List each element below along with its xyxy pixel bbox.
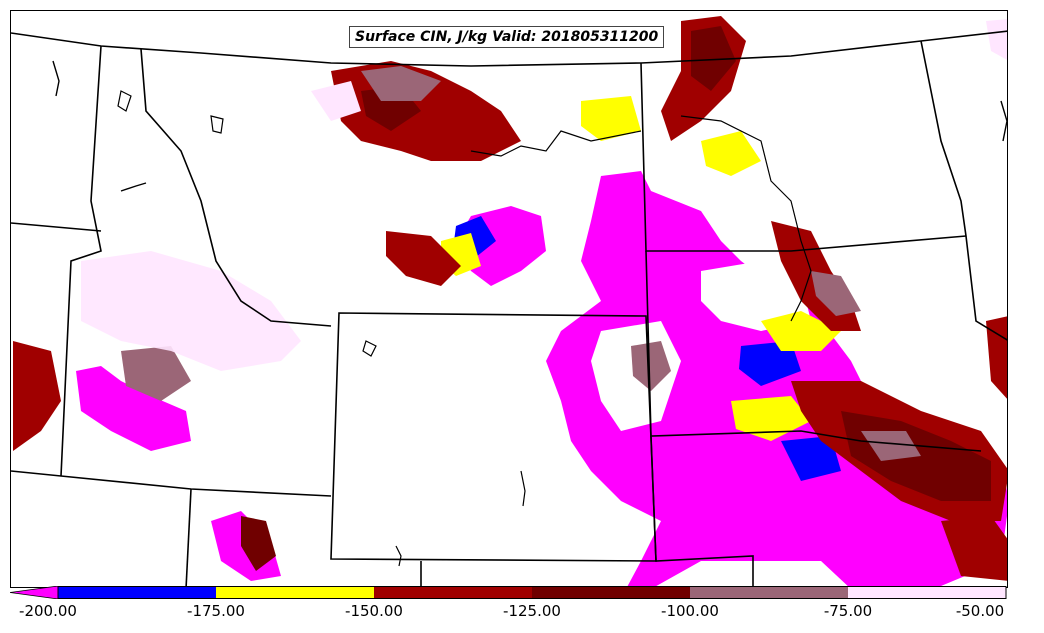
map-title: Surface CIN, J/kg Valid: 201805311200 — [349, 26, 665, 48]
colorbar-tick-label: -75.00 — [823, 602, 873, 620]
sd-ne — [645, 250, 982, 452]
river-mo — [680, 115, 812, 322]
river — [470, 130, 642, 157]
colorbar — [10, 586, 1007, 599]
state-boundaries — [11, 30, 1007, 587]
cin-region-magenta — [76, 366, 191, 451]
lake-2 — [210, 115, 224, 134]
colorbar-tick-label: -200.00 — [19, 602, 77, 620]
ut-az — [185, 488, 192, 587]
or-id-border — [11, 222, 102, 232]
lake-5 — [120, 182, 147, 192]
colorbar-tick-label: -100.00 — [661, 602, 719, 620]
map-panel: Surface CIN, J/kg Valid: 201805311200 — [10, 10, 1008, 588]
cin-shading — [13, 16, 1007, 587]
lake-8 — [395, 545, 402, 567]
colorbar-tick-label: -125.00 — [503, 602, 561, 620]
mn-border — [920, 40, 1007, 341]
canada-us-border — [11, 30, 1007, 67]
lake-3 — [362, 340, 377, 357]
colorbar-bin — [216, 586, 374, 599]
ks-ok — [650, 435, 754, 587]
nd-sd — [640, 62, 967, 252]
colorbar-underflow-arrow — [10, 586, 59, 599]
cin-map — [11, 16, 1007, 587]
lake-1 — [117, 90, 132, 112]
colorbar-bin — [690, 586, 848, 599]
colorbar-bin — [532, 586, 690, 599]
colorbar-bin — [848, 586, 1006, 599]
wa-id-border — [60, 45, 102, 477]
lake-7 — [520, 470, 526, 507]
lake-6 — [1000, 100, 1007, 142]
id-mt-border — [140, 48, 332, 327]
colorbar-bin — [374, 586, 532, 599]
nv-ut-border — [11, 470, 332, 497]
colorbar-tick-label: -175.00 — [187, 602, 245, 620]
colorbar-bin — [58, 586, 216, 599]
colorbar-tick-label: -150.00 — [345, 602, 403, 620]
colorbar-tick-label: -50.00 — [955, 602, 1005, 620]
lake-4 — [52, 60, 60, 97]
